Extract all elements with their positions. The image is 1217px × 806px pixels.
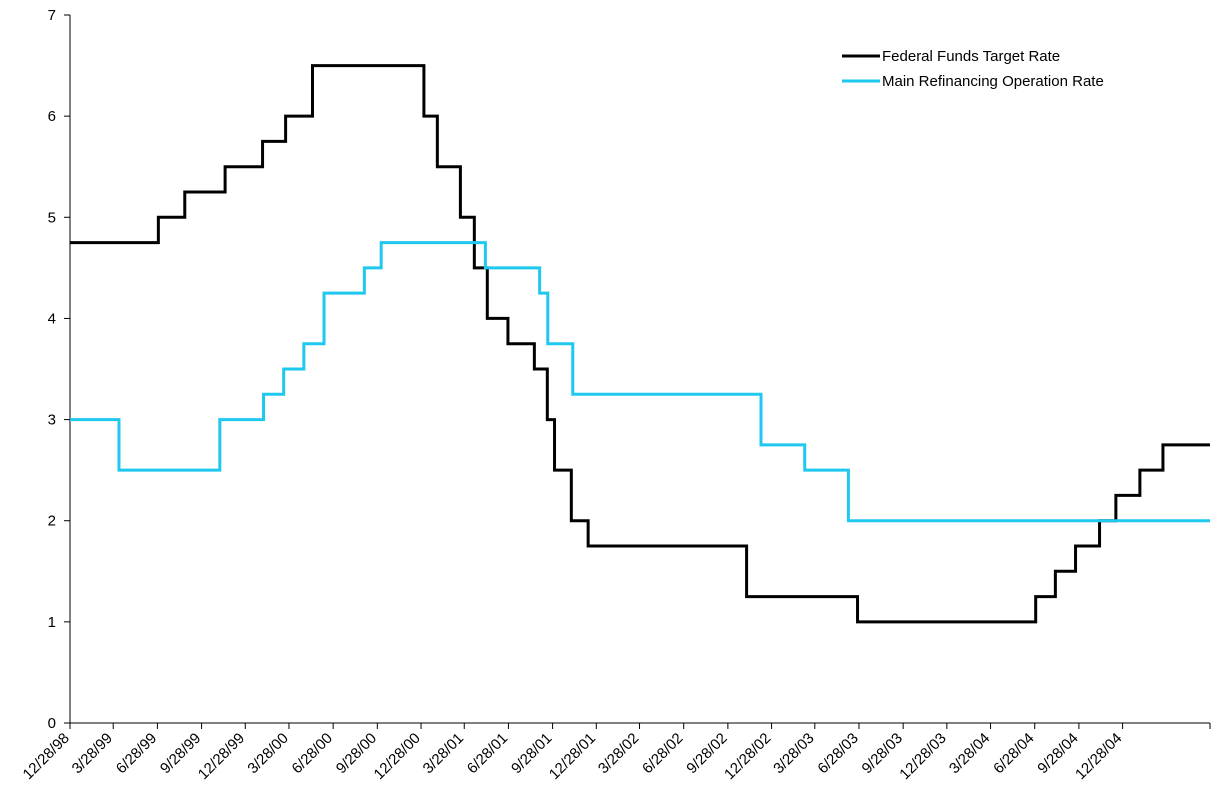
legend: Federal Funds Target Rate Main Refinancin… bbox=[842, 48, 1104, 90]
y-tick-label: 7 bbox=[48, 7, 56, 24]
x-tick-label: 12/28/99 bbox=[195, 730, 248, 783]
x-tick-label: 3/28/00 bbox=[244, 730, 291, 777]
x-tick-label: 12/28/01 bbox=[546, 730, 599, 783]
x-tick-label: 12/28/04 bbox=[1072, 730, 1125, 783]
y-tick-label: 4 bbox=[48, 310, 56, 327]
x-tick-label: 12/28/03 bbox=[896, 730, 949, 783]
x-tick-label: 3/28/01 bbox=[420, 730, 467, 777]
series-line-main-refinancing bbox=[70, 241, 1210, 523]
x-tick-label: 6/28/00 bbox=[289, 730, 336, 777]
legend-label: Federal Funds Target Rate bbox=[882, 48, 1060, 65]
y-tick-label: 2 bbox=[48, 513, 56, 530]
y-tick-label: 1 bbox=[48, 614, 56, 631]
y-tick-label: 6 bbox=[48, 108, 56, 125]
y-tick-label: 3 bbox=[48, 412, 56, 429]
x-tick-label: 12/28/00 bbox=[371, 730, 424, 783]
y-tick-label: 0 bbox=[48, 715, 56, 732]
x-tick-label: 12/28/02 bbox=[721, 730, 774, 783]
x-tick-label: 3/28/02 bbox=[595, 730, 642, 777]
x-tick-label: 6/28/99 bbox=[113, 730, 160, 777]
x-tick-label: 3/28/04 bbox=[946, 730, 993, 777]
x-tick-label: 3/28/03 bbox=[770, 730, 817, 777]
x-tick-label: 6/28/03 bbox=[814, 730, 861, 777]
legend-label: Main Refinancing Operation Rate bbox=[882, 73, 1104, 90]
x-tick-label: 6/28/02 bbox=[639, 730, 686, 777]
x-tick-label: 12/28/98 bbox=[20, 730, 73, 783]
x-tick-label: 3/28/99 bbox=[69, 730, 116, 777]
x-tick-label: 6/28/01 bbox=[464, 730, 511, 777]
series-line-federal-funds bbox=[70, 64, 1210, 624]
y-tick-label: 5 bbox=[48, 209, 56, 226]
x-tick-label: 6/28/04 bbox=[990, 730, 1037, 777]
series-layer bbox=[70, 64, 1210, 624]
